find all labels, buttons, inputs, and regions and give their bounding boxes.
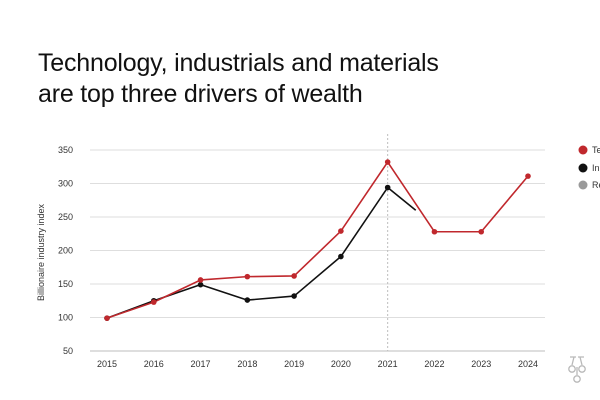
x-tick-label-2020: 2020	[331, 359, 351, 369]
legend-label-tech: Te	[592, 145, 600, 155]
legend-label-materials: Re	[592, 180, 600, 190]
y-tick-label-200: 200	[58, 246, 73, 256]
x-tick-label-2018: 2018	[237, 359, 257, 369]
x-tick-label-2021: 2021	[378, 359, 398, 369]
data-series	[104, 159, 531, 321]
x-tick-label-2023: 2023	[471, 359, 491, 369]
chart-title: Technology, industrials and materials ar…	[38, 48, 558, 110]
x-tick-label-2022: 2022	[424, 359, 444, 369]
legend: Te In Re	[578, 145, 600, 190]
legend-marker-tech	[578, 145, 588, 155]
data-point-in-2020	[338, 253, 344, 260]
y-tick-label-100: 100	[58, 313, 73, 323]
legend-marker-materials	[578, 180, 588, 190]
x-tick-label-2024: 2024	[518, 359, 538, 369]
keys-logo-icon	[568, 356, 586, 383]
data-point-te-2016	[150, 299, 157, 305]
y-tick-label-250: 250	[58, 212, 73, 222]
axes: 50 100 150 200 250 300 350 2015 2016 2017 2018 2019…	[36, 145, 538, 369]
data-point-te-2019	[291, 273, 297, 279]
x-tick-label-2017: 2017	[191, 359, 211, 369]
x-tick-label-2016: 2016	[144, 359, 164, 369]
chart-title-line-2: are top three drivers of wealth	[38, 80, 363, 108]
y-tick-label-350: 350	[58, 145, 73, 155]
data-point-te-2021	[384, 159, 391, 165]
y-axis-label: Billionaire industry index	[36, 203, 46, 301]
data-point-in-2021	[384, 184, 391, 191]
chart-title-line-1: Technology, industrials and materials	[38, 49, 439, 77]
data-point-in-2018	[244, 297, 251, 303]
legend-label-industrials: In	[592, 163, 600, 173]
gridlines	[90, 149, 545, 352]
y-tick-label-300: 300	[58, 179, 73, 189]
x-tick-label-2015: 2015	[97, 359, 117, 369]
y-tick-label-50: 50	[63, 346, 73, 356]
data-point-te-2018	[244, 273, 251, 280]
data-point-te-2017	[197, 277, 204, 283]
data-point-in-2019	[291, 293, 297, 299]
legend-marker-industrials	[578, 163, 588, 173]
data-point-te-2023	[478, 228, 485, 235]
data-point-te-2022	[431, 228, 438, 235]
series-line-te	[106, 161, 529, 319]
data-point-te-2020	[338, 228, 344, 234]
data-point-te-2015	[104, 315, 110, 321]
data-point-in-2017	[197, 281, 204, 288]
y-tick-label-150: 150	[58, 279, 73, 289]
x-tick-label-2019: 2019	[284, 359, 304, 369]
data-point-te-2024	[525, 173, 531, 179]
